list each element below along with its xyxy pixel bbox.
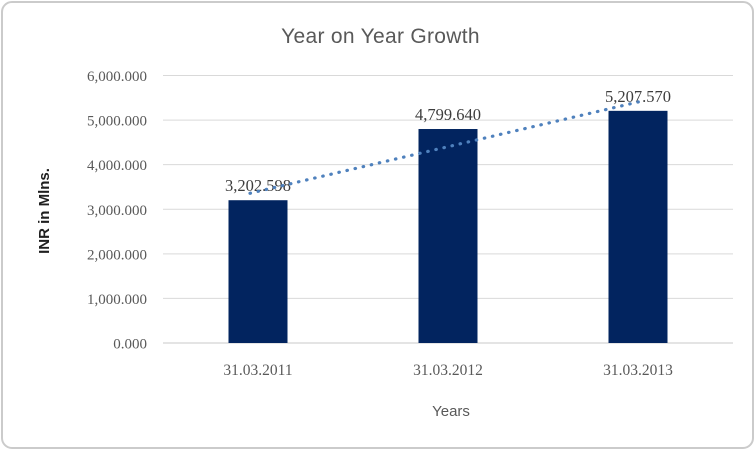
y-tick-label: 1,000.000 (87, 292, 147, 308)
x-axis-title: Years (432, 403, 470, 420)
bar (228, 200, 288, 343)
x-tick-label: 31.03.2013 (603, 362, 673, 379)
y-tick-label: 6,000.000 (87, 69, 147, 85)
bar-data-label: 5,207.570 (605, 87, 671, 106)
x-tick-label: 31.03.2012 (413, 362, 483, 379)
trendline (248, 99, 643, 195)
chart-title: Year on Year Growth (281, 25, 480, 48)
y-tick-label: 4,000.000 (87, 158, 147, 174)
x-tick-label: 31.03.2011 (223, 362, 292, 379)
bar-data-label: 4,799.640 (415, 105, 481, 124)
bar (418, 129, 478, 343)
y-tick-label: 0.000 (113, 337, 147, 353)
bar (608, 110, 668, 344)
y-tick-label: 2,000.000 (87, 247, 147, 263)
y-tick-label: 5,000.000 (87, 114, 147, 130)
bar-data-label: 3,202.598 (225, 176, 291, 195)
y-tick-label: 3,000.000 (87, 203, 147, 219)
